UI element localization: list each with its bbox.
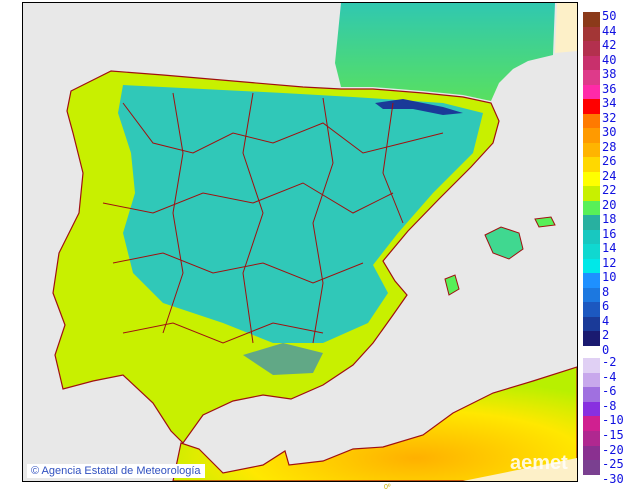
legend-swatch	[583, 128, 600, 143]
meridian-label: 0º	[384, 484, 391, 491]
aemet-logo: aemet	[510, 452, 568, 474]
legend-label: -25	[602, 457, 624, 472]
legend-label: 40	[602, 52, 617, 67]
ibiza	[444, 274, 460, 296]
legend-swatch	[583, 416, 600, 431]
south-mountains	[243, 343, 323, 375]
legend-swatch	[583, 171, 600, 186]
legend-swatch	[583, 445, 600, 461]
legend-swatch	[583, 186, 600, 201]
legend-swatch	[583, 287, 600, 302]
province-borders	[102, 92, 444, 344]
legend-swatch	[583, 55, 600, 70]
legend-swatch	[583, 387, 600, 402]
legend-swatch	[583, 372, 600, 388]
temperature-map	[22, 2, 578, 482]
legend-label: 12	[602, 255, 617, 270]
legend-label: -30	[602, 471, 624, 486]
legend-swatch	[583, 142, 600, 157]
legend-label: 0	[602, 342, 610, 357]
legend-swatch	[583, 331, 600, 346]
legend-swatch	[583, 200, 600, 215]
legend-label: 16	[602, 226, 617, 241]
legend-label: 42	[602, 38, 617, 52]
legend-swatch	[583, 26, 600, 41]
legend-label: 36	[602, 81, 617, 96]
temperature-legend: 50 44 42 40 38 36 34 32 30 28 26 24 22 20 18 16 14 12 10 8 6…	[583, 9, 630, 486]
legend-label: 24	[602, 168, 617, 183]
legend-swatch	[583, 244, 600, 259]
desert-northeast	[555, 3, 577, 53]
legend-swatch	[583, 401, 600, 417]
legend-label: -20	[602, 442, 624, 457]
legend-swatch	[583, 302, 600, 317]
legend-label: 26	[602, 154, 617, 168]
legend-swatch	[583, 157, 600, 172]
legend-swatch	[583, 273, 600, 288]
legend-label: 2	[602, 328, 610, 342]
legend-swatch	[583, 460, 600, 475]
legend-label: 30	[602, 125, 617, 139]
legend-swatch	[583, 316, 600, 331]
legend-label: 34	[602, 96, 617, 110]
legend-swatch	[583, 41, 600, 56]
menorca	[534, 216, 556, 228]
legend-label: 6	[602, 299, 610, 313]
legend-label: 28	[602, 139, 617, 154]
legend-swatch	[583, 431, 600, 446]
iberia-interior	[118, 85, 483, 343]
mallorca	[484, 226, 524, 260]
african-desert	[463, 458, 577, 481]
legend-label: 22	[602, 183, 617, 197]
legend-label: 14	[602, 241, 617, 255]
africa	[172, 366, 578, 482]
legend-swatch	[583, 99, 600, 114]
legend-swatch	[583, 12, 600, 27]
legend-label: 10	[602, 270, 617, 284]
legend-swatch	[583, 229, 600, 244]
legend-swatch	[583, 258, 600, 273]
legend-label: -4	[602, 369, 617, 384]
legend-label: 32	[602, 110, 617, 125]
legend-label: 18	[602, 212, 617, 226]
legend-label: 8	[602, 284, 610, 299]
legend-label: -8	[602, 398, 617, 413]
pyrenees	[375, 99, 463, 115]
legend-label: 44	[602, 23, 617, 38]
legend-label: -15	[602, 428, 624, 442]
legend-label: -6	[602, 384, 617, 399]
legend-label: -2	[602, 355, 617, 369]
legend-label: -10	[602, 413, 624, 428]
legend-swatch	[583, 113, 600, 128]
legend-swatch	[583, 358, 600, 373]
legend-swatch	[583, 70, 600, 85]
legend-label: 20	[602, 197, 617, 212]
france	[335, 3, 555, 101]
map-canvas	[23, 3, 578, 482]
legend-swatch	[583, 84, 600, 99]
credit-text: © Agencia Estatal de Meteorología	[27, 464, 205, 478]
legend-label: 50	[602, 9, 617, 23]
legend-label: 4	[602, 313, 610, 328]
legend-swatch	[583, 215, 600, 230]
legend-label: 38	[602, 67, 617, 81]
